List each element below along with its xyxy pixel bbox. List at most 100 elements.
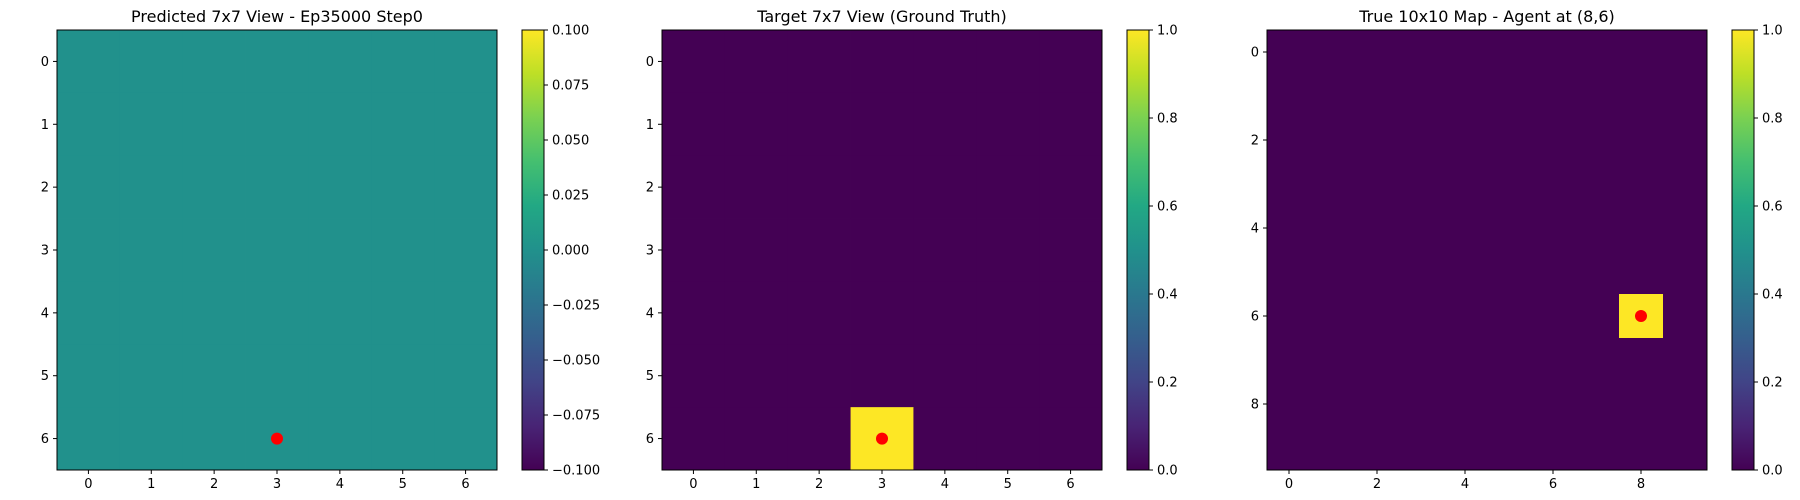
heatmap-cell: [1575, 426, 1620, 471]
heatmap-cell: [1487, 118, 1532, 163]
heatmap-cell: [976, 92, 1040, 157]
heatmap-cell: [371, 281, 435, 345]
heatmap-cell: [662, 344, 726, 408]
heatmap-cell: [182, 407, 246, 471]
heatmap-cell: [182, 218, 246, 282]
heatmap-cell: [1531, 74, 1576, 119]
heatmap-cell: [1443, 250, 1488, 295]
heatmap-cell: [662, 407, 726, 471]
subplot-true-map: True 10x10 Map - Agent at (8,6) 0 2 4 6 8 0 2 4…: [1251, 7, 1783, 492]
agent-marker: [876, 432, 888, 445]
heatmap-cell: [308, 30, 372, 94]
colorbar-tick-label: 0.2: [1762, 376, 1783, 391]
heatmap-cell: [57, 30, 121, 94]
heatmap-cell: [1355, 206, 1400, 251]
heatmap-cell: [976, 281, 1040, 345]
colorbar: 0.100 0.075 0.050 0.025 0.000 −0.025 −0.050 −0.…: [521, 24, 600, 479]
heatmap-cell: [913, 92, 977, 157]
heatmap-cell: [787, 344, 851, 408]
heatmap-cell: [1619, 338, 1664, 383]
heatmap-cell: [308, 344, 372, 408]
heatmap-cell: [1267, 30, 1312, 75]
y-tick-label: 0: [41, 55, 49, 70]
heatmap-cell: [371, 218, 435, 282]
heatmap-cell: [182, 92, 246, 157]
heatmap-cell: [57, 407, 121, 471]
heatmap-cell: [245, 30, 309, 94]
x-tick-label: 0: [84, 477, 92, 492]
heatmap-cell: [434, 155, 498, 219]
heatmap-cell: [850, 30, 914, 94]
heatmap-cell: [1531, 294, 1576, 339]
colorbar-frame: [1731, 29, 1755, 471]
heatmap-cell: [1443, 426, 1488, 471]
colorbar-tick-label: −0.075: [552, 409, 600, 424]
heatmap-cell: [1575, 30, 1620, 75]
heatmap-cell: [1663, 162, 1708, 207]
y-tick-label: 4: [1251, 222, 1259, 237]
heatmap-cell: [1355, 162, 1400, 207]
heatmap-cell: [724, 218, 789, 282]
x-tick-label: 4: [336, 477, 344, 492]
y-tick-label: 6: [1251, 310, 1259, 325]
heatmap-cell: [1531, 426, 1576, 471]
heatmap-cell: [1663, 30, 1708, 75]
heatmap-cell: [1311, 294, 1356, 339]
heatmap-cell: [913, 155, 977, 219]
heatmap-cell: [182, 155, 246, 219]
x-tick-label: 2: [210, 477, 218, 492]
y-tick-label: 6: [41, 432, 49, 447]
heatmap-cell: [1663, 294, 1708, 339]
x-tick-label: 1: [147, 477, 155, 492]
y-tick-label: 2: [1251, 134, 1259, 149]
heatmap-cell: [1575, 382, 1620, 427]
heatmap-cell: [1575, 162, 1620, 207]
heatmap-cell: [1311, 250, 1356, 295]
heatmap-cell: [308, 92, 372, 157]
x-tick-label: 3: [878, 477, 886, 492]
heatmap-cell: [308, 281, 372, 345]
heatmap-cell: [434, 92, 498, 157]
heatmap-cell: [913, 30, 977, 94]
heatmap-cell: [119, 218, 184, 282]
colorbar-tick-label: 0.100: [552, 24, 589, 39]
heatmap-cell: [434, 281, 498, 345]
heatmap-cell: [371, 30, 435, 94]
heatmap-cell: [1039, 281, 1103, 345]
colorbar-tick-label: 0.4: [1157, 288, 1178, 303]
heatmap-cell: [1619, 162, 1664, 207]
x-tick-label: 6: [1066, 477, 1074, 492]
heatmap-cell: [976, 344, 1040, 408]
heatmap-cell: [1399, 426, 1444, 471]
heatmap-cell: [1039, 218, 1103, 282]
heatmap-cell: [787, 30, 851, 94]
colorbar-tick-label: 1.0: [1157, 24, 1178, 39]
y-tick-label: 6: [646, 432, 654, 447]
x-tick-label: 5: [399, 477, 407, 492]
heatmap-cell: [787, 407, 851, 471]
heatmap-cell: [57, 155, 121, 219]
x-tick-label: 4: [941, 477, 949, 492]
heatmap-cell: [371, 344, 435, 408]
heatmap-cell: [57, 218, 121, 282]
x-tick-label: 6: [1549, 477, 1557, 492]
heatmap-cell: [787, 281, 851, 345]
y-tick-label: 2: [41, 181, 49, 196]
heatmap-cell: [1039, 155, 1103, 219]
colorbar-tick-label: 0.8: [1157, 112, 1178, 127]
heatmap-cell: [1575, 118, 1620, 163]
colorbar-tick-label: 0.050: [552, 134, 589, 149]
heatmap-cell: [182, 281, 246, 345]
heatmap-cell: [1267, 250, 1312, 295]
colorbar-tick-label: −0.100: [552, 464, 600, 479]
heatmap-cell: [1663, 382, 1708, 427]
heatmap-cell: [913, 344, 977, 408]
heatmap-cell: [1443, 74, 1488, 119]
colorbar-tick-label: 0.075: [552, 79, 589, 94]
heatmap-cell: [1311, 30, 1356, 75]
heatmap-plot: 0 1 2 3 4 5 6 0 1 2 3 4 5 6: [646, 29, 1103, 492]
heatmap-cell: [1039, 344, 1103, 408]
heatmap-cell: [662, 155, 726, 219]
heatmap-cell: [119, 344, 184, 408]
heatmap-cell: [182, 344, 246, 408]
